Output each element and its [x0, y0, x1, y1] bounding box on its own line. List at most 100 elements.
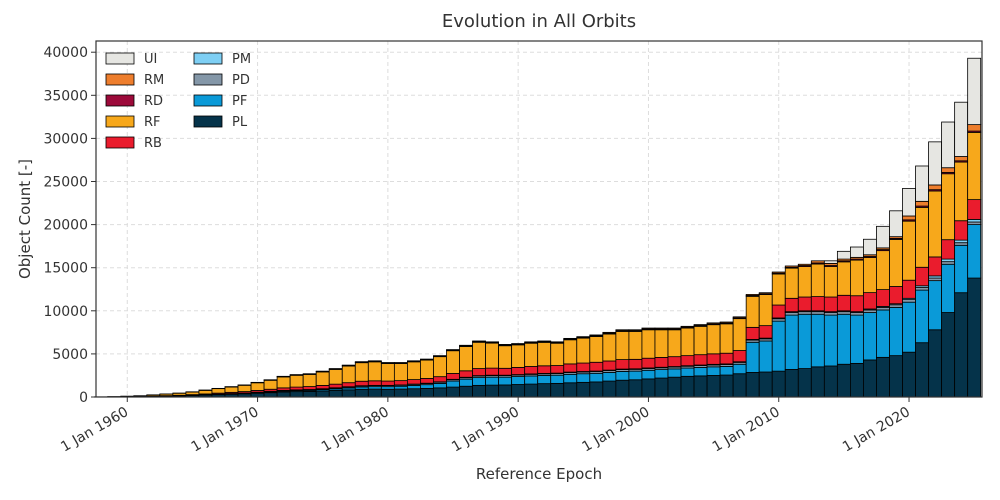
bar-segment — [511, 344, 526, 368]
bar-segment — [954, 101, 969, 157]
bar-segment — [863, 292, 877, 310]
bar-segment — [407, 361, 421, 380]
x-tick-label: 1 Jan 1970 — [189, 404, 262, 455]
bar-segment — [745, 341, 760, 373]
bar-segment — [420, 358, 434, 360]
bar-segment — [641, 329, 656, 359]
bar-segment — [876, 225, 890, 249]
bar-segment — [863, 359, 877, 398]
y-tick-label: 40000 — [43, 45, 88, 61]
bar-segment — [823, 266, 838, 298]
bar-segment — [889, 286, 903, 305]
bar-segment — [680, 327, 695, 357]
bar-segment — [667, 376, 682, 398]
bar-segment — [732, 363, 747, 375]
bar-segment — [459, 385, 473, 398]
bar-segment — [237, 384, 252, 392]
bar-segment — [524, 366, 539, 375]
legend-swatch — [193, 94, 223, 107]
bar-segment — [524, 342, 539, 367]
bar-segment — [433, 376, 447, 383]
y-axis-label: Object Count [-] — [16, 159, 34, 279]
bar-segment — [446, 386, 460, 398]
bar-segment — [915, 206, 929, 268]
bar-segment — [810, 260, 825, 264]
bar-segment — [433, 382, 447, 389]
bar-segment — [511, 343, 526, 345]
bar-segment — [524, 375, 539, 385]
bar-segment — [823, 296, 838, 313]
bar-segment — [693, 325, 708, 356]
bar-segment — [941, 121, 956, 169]
bar-segment — [393, 388, 408, 398]
bar-segment — [250, 382, 265, 391]
bar-segment — [810, 296, 825, 312]
bar-segment — [967, 131, 982, 201]
bar-segment — [706, 324, 721, 355]
bar-segment — [354, 388, 369, 398]
bar-segment — [758, 371, 773, 398]
y-tick-label: 35000 — [43, 88, 88, 104]
bar-segment — [680, 355, 695, 367]
legend-label: PL — [232, 115, 248, 130]
bar-segment — [693, 367, 708, 377]
bar-segment — [876, 309, 890, 358]
bar-segment — [537, 375, 552, 385]
bar-segment — [628, 370, 643, 381]
bar-segment — [719, 374, 734, 398]
bar-segment — [902, 220, 916, 281]
legend-label: PM — [232, 52, 251, 67]
bar-segment — [354, 362, 369, 382]
bar-segment — [810, 313, 825, 368]
bar-segment — [823, 365, 838, 398]
bar-segment — [967, 277, 982, 398]
bar-segment — [784, 314, 799, 370]
bar-segment — [928, 280, 943, 331]
bar-segment — [784, 369, 799, 398]
bar-segment — [915, 266, 929, 287]
bar-segment — [889, 355, 903, 398]
bar-segment — [563, 339, 578, 365]
bar-segment — [615, 379, 630, 398]
bar-segment — [433, 387, 447, 398]
bar-segment — [380, 380, 395, 386]
bar-segment — [537, 340, 552, 343]
legend-label: PD — [232, 73, 250, 88]
bar-segment — [850, 259, 864, 297]
bar-segment — [889, 210, 903, 238]
bar-segment — [589, 336, 604, 363]
legend-swatch — [105, 52, 135, 65]
bar-segment — [850, 314, 864, 364]
bar-segment — [420, 359, 434, 379]
bar-segment — [407, 379, 421, 385]
bar-segment — [928, 184, 943, 191]
bar-segment — [459, 346, 473, 372]
bar-segment — [771, 320, 786, 372]
bar-segment — [328, 383, 343, 389]
bar-segment — [563, 337, 578, 340]
bar-segment — [459, 370, 473, 378]
bar-segment — [928, 190, 943, 258]
bar-segment — [941, 263, 956, 313]
bar-segment — [641, 357, 656, 369]
bar-segment — [511, 367, 526, 375]
bar-segment — [823, 260, 838, 264]
bar-segment — [967, 199, 982, 220]
bar-segment — [315, 385, 330, 390]
bar-segment — [433, 355, 447, 357]
bar-segment — [719, 321, 734, 324]
bar-segment — [550, 341, 565, 343]
bar-segment — [485, 367, 500, 376]
bar-segment — [315, 390, 330, 398]
x-tick-label: 1 Jan 2000 — [579, 404, 652, 455]
bar-segment — [797, 368, 812, 398]
bar-segment — [915, 165, 929, 202]
bar-segment — [446, 350, 460, 374]
bar-segment — [667, 329, 682, 358]
bar-segment — [602, 333, 617, 362]
bar-segment — [863, 238, 877, 256]
bar-segment — [641, 378, 656, 398]
legend-label: RD — [144, 94, 163, 109]
bar-segment — [485, 384, 500, 398]
bar-segment — [589, 334, 604, 337]
